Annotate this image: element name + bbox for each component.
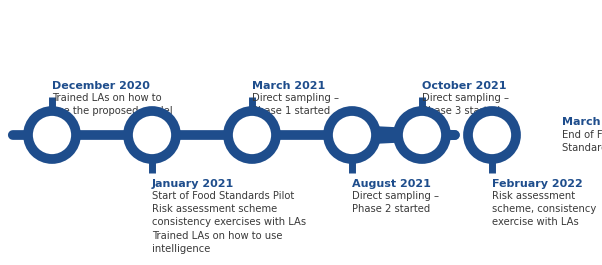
Circle shape [128, 111, 176, 159]
Text: Start of Food Standards Pilot
Risk assessment scheme
consistency exercises with : Start of Food Standards Pilot Risk asses… [152, 191, 306, 254]
Text: October 2021: October 2021 [422, 81, 506, 91]
Text: March 2021: March 2021 [252, 81, 325, 91]
Text: Risk assessment
scheme, consistency
exercise with LAs: Risk assessment scheme, consistency exer… [492, 191, 596, 227]
Text: Direct sampling –
Phase 3 started: Direct sampling – Phase 3 started [422, 93, 509, 116]
Circle shape [328, 111, 376, 159]
Circle shape [28, 111, 76, 159]
Circle shape [228, 111, 276, 159]
Text: January 2021: January 2021 [152, 179, 234, 189]
Text: March 2022: March 2022 [562, 117, 602, 127]
Circle shape [468, 111, 516, 159]
Text: End of Food
Standards pilot: End of Food Standards pilot [562, 130, 602, 153]
Text: Trained LAs on how to
use the proposed model: Trained LAs on how to use the proposed m… [52, 93, 173, 116]
Text: February 2022: February 2022 [492, 179, 583, 189]
Text: August 2021: August 2021 [352, 179, 431, 189]
Circle shape [398, 111, 446, 159]
Text: December 2020: December 2020 [52, 81, 150, 91]
Text: Direct sampling –
Phase 1 started: Direct sampling – Phase 1 started [252, 93, 339, 116]
Text: Direct sampling –
Phase 2 started: Direct sampling – Phase 2 started [352, 191, 439, 214]
